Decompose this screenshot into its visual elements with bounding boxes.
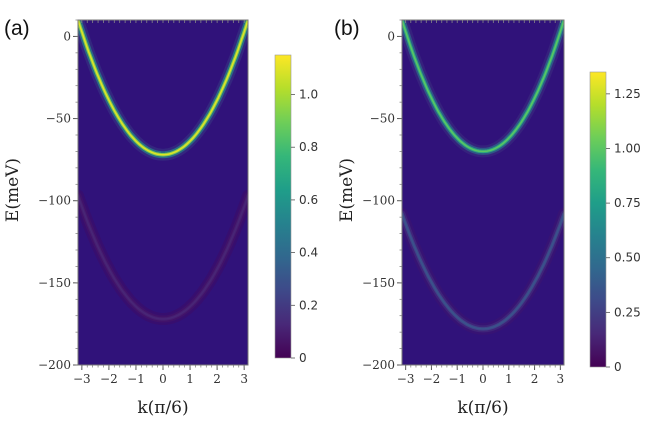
xlabel-b: k(π/6) [457, 398, 508, 418]
colorbar-tick-label: 0.4 [299, 246, 318, 260]
plot-background [402, 20, 564, 365]
colorbar-tick-label: 0.8 [299, 140, 318, 154]
ylabel-a: E(meV) [3, 158, 23, 222]
bands [402, 20, 564, 335]
x-tick-label: −1 [448, 372, 466, 386]
x-tick-label: 0 [159, 372, 167, 386]
x-tick-label: 0 [479, 372, 487, 386]
x-tick-label: 2 [531, 372, 539, 386]
y-tick-label: −50 [46, 112, 71, 126]
colorbar-tick-label: 1.0 [299, 88, 318, 102]
panel-b: (b) −3 −2 −1 0 1 2 3 0 −50 −100 −150 −200 E(meV) k(… [334, 17, 641, 418]
colorbar-tick-label: 1.25 [614, 87, 641, 101]
y-tick-label: −200 [362, 358, 395, 372]
x-tick-label: 1 [505, 372, 513, 386]
colorbar-tick-label: 0 [299, 351, 307, 365]
xlabel-a: k(π/6) [137, 398, 188, 418]
colorbar-tick-label: 0.6 [299, 193, 318, 207]
x-tick-label: −1 [127, 372, 145, 386]
colorbar-tick-label: 0.2 [299, 298, 318, 312]
colorbar-tick-label: 0.50 [614, 251, 641, 265]
y-tick-label: −150 [362, 276, 395, 290]
x-tick-label: −2 [423, 372, 441, 386]
colorbar-tick-label: 0 [614, 360, 622, 374]
y-tick-label: −50 [370, 112, 395, 126]
heatmap-plot-a: −3 −2 −1 0 1 2 3 0 −50 −100 −150 −200 [38, 19, 249, 386]
band-upper-layer-3 [402, 20, 564, 153]
band-lower-layer-3 [78, 195, 248, 320]
ylabel-b: E(meV) [337, 158, 357, 222]
panel-label-a: (a) [4, 17, 30, 40]
panel-label-b: (b) [334, 17, 360, 40]
colorbar-b: 0 0.25 0.50 0.75 1.00 1.25 [589, 71, 641, 374]
colorbar-tick-label: 0.25 [614, 305, 641, 319]
y-tick-label: −150 [38, 276, 71, 290]
heatmap-plot-b: −3 −2 −1 0 1 2 3 0 −50 −100 −150 −200 [362, 19, 565, 386]
bands [78, 20, 248, 326]
colorbar-tick-label: 0.75 [614, 196, 641, 210]
colorbar-a: 0 0.2 0.4 0.6 0.8 1.0 [274, 54, 318, 365]
x-tick-label: 3 [557, 372, 565, 386]
x-tick-label: −3 [73, 372, 91, 386]
colorbar-bar [274, 54, 292, 359]
x-tick-label: 2 [213, 372, 221, 386]
x-tick-label: −2 [100, 372, 118, 386]
x-tick-label: −3 [397, 372, 415, 386]
plot-background [78, 20, 248, 365]
band-lower-layer-3 [402, 213, 564, 330]
y-tick-label: −100 [362, 194, 395, 208]
colorbar-bar [589, 71, 607, 368]
y-tick-label: −100 [38, 194, 71, 208]
colorbar-tick-label: 1.00 [614, 141, 641, 155]
y-tick-label: 0 [387, 29, 395, 43]
y-tick-label: −200 [38, 358, 71, 372]
x-tick-label: 1 [186, 372, 194, 386]
x-tick-label: 3 [240, 372, 248, 386]
band-upper-layer-3 [78, 20, 248, 156]
panel-a: (a) −3 −2 −1 0 1 2 3 0 −50 −100 −150 −200 E(meV) k(… [3, 17, 318, 418]
y-tick-label: 0 [63, 29, 71, 43]
